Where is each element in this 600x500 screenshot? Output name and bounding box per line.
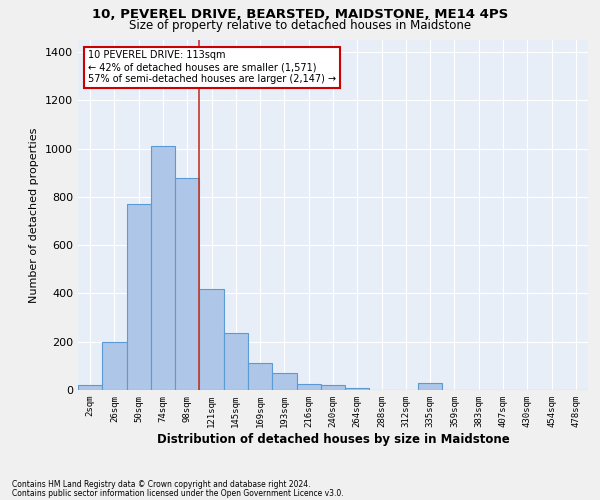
Bar (127, 204, 151, 390)
Bar (248, 364, 272, 390)
Bar (296, 384, 321, 390)
Text: Contains HM Land Registry data © Crown copyright and database right 2024.: Contains HM Land Registry data © Crown c… (12, 480, 311, 489)
Bar (321, 385, 345, 390)
Bar (102, 342, 127, 390)
X-axis label: Distribution of detached houses by size in Maidstone: Distribution of detached houses by size … (157, 432, 509, 446)
Bar (199, 288, 224, 390)
Bar (151, 146, 175, 390)
Bar (272, 373, 296, 390)
Text: 10 PEVEREL DRIVE: 113sqm
← 42% of detached houses are smaller (1,571)
57% of sem: 10 PEVEREL DRIVE: 113sqm ← 42% of detach… (88, 50, 337, 84)
Y-axis label: Number of detached properties: Number of detached properties (29, 128, 40, 302)
Text: Contains public sector information licensed under the Open Government Licence v3: Contains public sector information licen… (12, 488, 344, 498)
Bar (345, 388, 370, 390)
Bar (78, 385, 102, 390)
Text: 10, PEVEREL DRIVE, BEARSTED, MAIDSTONE, ME14 4PS: 10, PEVEREL DRIVE, BEARSTED, MAIDSTONE, … (92, 8, 508, 20)
Text: Size of property relative to detached houses in Maidstone: Size of property relative to detached ho… (129, 18, 471, 32)
Bar (418, 383, 442, 390)
Bar (224, 334, 248, 390)
Bar (175, 178, 199, 390)
